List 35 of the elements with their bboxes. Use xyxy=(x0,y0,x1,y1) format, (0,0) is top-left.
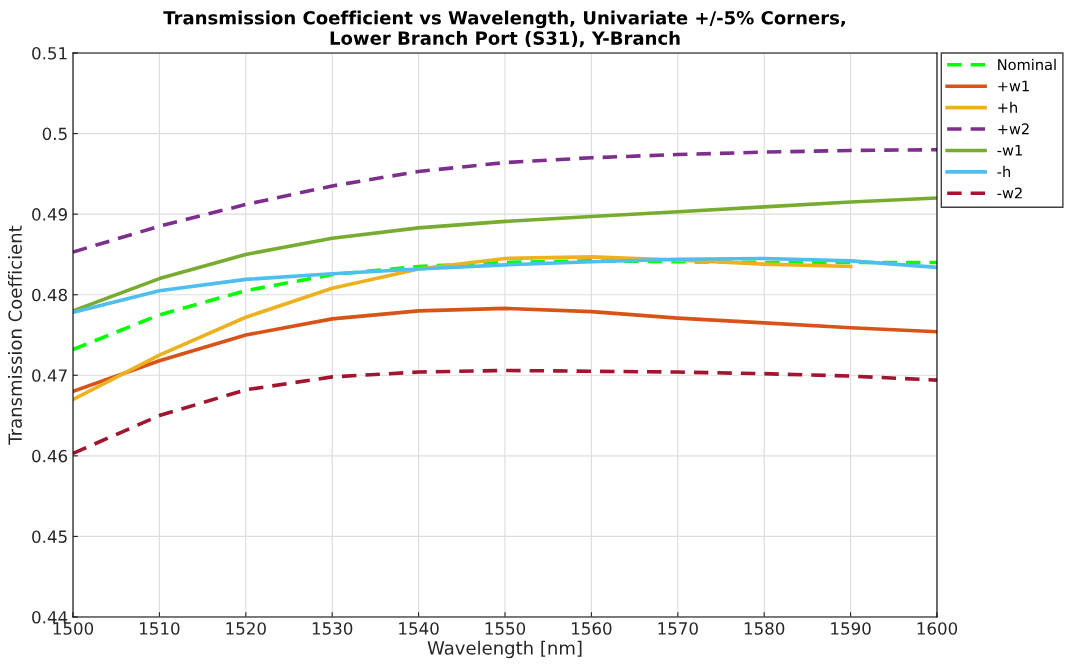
legend-label: -h xyxy=(997,165,1010,177)
x-tick-label: 1590 xyxy=(831,622,871,635)
chart-title: Transmission Coefficient vs Wavelength, Univariate +/-5% Corners, Lower Branch Port (S31), Y-Branch xyxy=(163,10,845,48)
x-axis-title: Wavelength [nm] xyxy=(427,640,582,659)
x-tick-label: 1520 xyxy=(226,622,266,635)
x-tick-label: 1500 xyxy=(53,622,94,635)
legend-label: +h xyxy=(998,101,1017,113)
x-tick-label: 1560 xyxy=(572,622,612,635)
x-tick-label: 1570 xyxy=(658,622,698,635)
legend-label: Nominal xyxy=(998,58,1056,71)
x-tick-label: 1550 xyxy=(485,622,526,635)
line-series xyxy=(73,256,937,315)
y-tick-label: 0.5 xyxy=(42,127,67,141)
y-tick-label: 0.49 xyxy=(32,208,67,221)
line-series xyxy=(73,147,937,254)
x-tick-label: 1600 xyxy=(917,622,958,635)
legend-label: -w1 xyxy=(997,144,1022,156)
x-tick-label: 1530 xyxy=(312,622,353,635)
line-series xyxy=(73,196,937,313)
y-tick-label: 0.46 xyxy=(32,449,68,463)
x-tick-label: 1580 xyxy=(744,622,785,635)
line-series xyxy=(73,259,937,352)
legend-label: +w1 xyxy=(998,80,1029,92)
line-series xyxy=(73,306,937,394)
y-tick-label: 0.44 xyxy=(32,610,68,624)
legend-label: -w2 xyxy=(997,187,1022,199)
y-tick-label: 0.47 xyxy=(32,369,67,382)
y-tick-label: 0.51 xyxy=(32,46,67,60)
y-tick-label: 0.45 xyxy=(32,530,67,543)
line-series xyxy=(73,368,937,456)
legend-label: +w2 xyxy=(998,123,1029,135)
y-tick-label: 0.48 xyxy=(32,288,67,302)
x-tick-label: 1540 xyxy=(399,622,439,635)
y-axis-title: Transmission Coefficient xyxy=(8,225,22,445)
x-tick-label: 1510 xyxy=(140,622,180,635)
